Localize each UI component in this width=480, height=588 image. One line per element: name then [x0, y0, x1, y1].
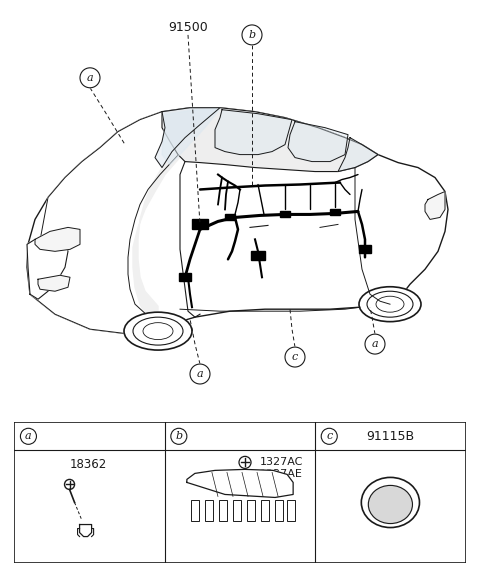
Polygon shape — [27, 108, 448, 334]
Circle shape — [242, 25, 262, 45]
Text: c: c — [292, 352, 298, 362]
Polygon shape — [338, 138, 378, 172]
Ellipse shape — [368, 486, 412, 523]
FancyBboxPatch shape — [251, 251, 265, 260]
Polygon shape — [30, 108, 200, 334]
FancyBboxPatch shape — [192, 219, 208, 229]
Circle shape — [365, 334, 385, 354]
FancyBboxPatch shape — [280, 212, 290, 218]
Text: a: a — [197, 369, 204, 379]
Polygon shape — [133, 108, 220, 325]
Text: 1327AE: 1327AE — [260, 469, 303, 479]
FancyBboxPatch shape — [191, 500, 199, 520]
FancyBboxPatch shape — [179, 273, 191, 281]
Polygon shape — [38, 275, 70, 291]
FancyBboxPatch shape — [359, 245, 371, 253]
FancyBboxPatch shape — [275, 500, 283, 520]
Text: 18362: 18362 — [70, 458, 107, 471]
FancyBboxPatch shape — [14, 422, 466, 563]
Text: a: a — [372, 339, 378, 349]
Polygon shape — [215, 110, 292, 155]
FancyBboxPatch shape — [261, 500, 269, 520]
Circle shape — [190, 364, 210, 384]
Circle shape — [239, 456, 251, 469]
Text: 1327AC: 1327AC — [260, 457, 303, 467]
Text: 91115B: 91115B — [366, 430, 414, 443]
Circle shape — [321, 428, 337, 445]
Text: a: a — [25, 432, 32, 442]
FancyBboxPatch shape — [287, 500, 295, 520]
Polygon shape — [425, 192, 445, 219]
FancyBboxPatch shape — [233, 500, 241, 520]
Polygon shape — [288, 122, 348, 162]
Ellipse shape — [124, 312, 192, 350]
Circle shape — [80, 68, 100, 88]
FancyBboxPatch shape — [247, 500, 255, 520]
Text: a: a — [87, 73, 93, 83]
Text: b: b — [175, 432, 182, 442]
Text: c: c — [326, 432, 332, 442]
FancyBboxPatch shape — [330, 209, 340, 215]
Polygon shape — [162, 109, 220, 165]
Circle shape — [21, 428, 36, 445]
Circle shape — [285, 347, 305, 367]
Polygon shape — [27, 238, 68, 299]
Polygon shape — [35, 228, 80, 251]
Polygon shape — [155, 108, 220, 168]
FancyBboxPatch shape — [225, 215, 235, 220]
FancyBboxPatch shape — [205, 500, 213, 520]
Polygon shape — [187, 469, 293, 497]
Ellipse shape — [361, 477, 420, 527]
Text: 91500: 91500 — [168, 21, 208, 35]
Text: b: b — [249, 30, 255, 40]
Circle shape — [171, 428, 187, 445]
Polygon shape — [162, 108, 378, 172]
Ellipse shape — [359, 287, 421, 322]
Circle shape — [64, 479, 74, 489]
Polygon shape — [80, 524, 92, 537]
FancyBboxPatch shape — [219, 500, 227, 520]
